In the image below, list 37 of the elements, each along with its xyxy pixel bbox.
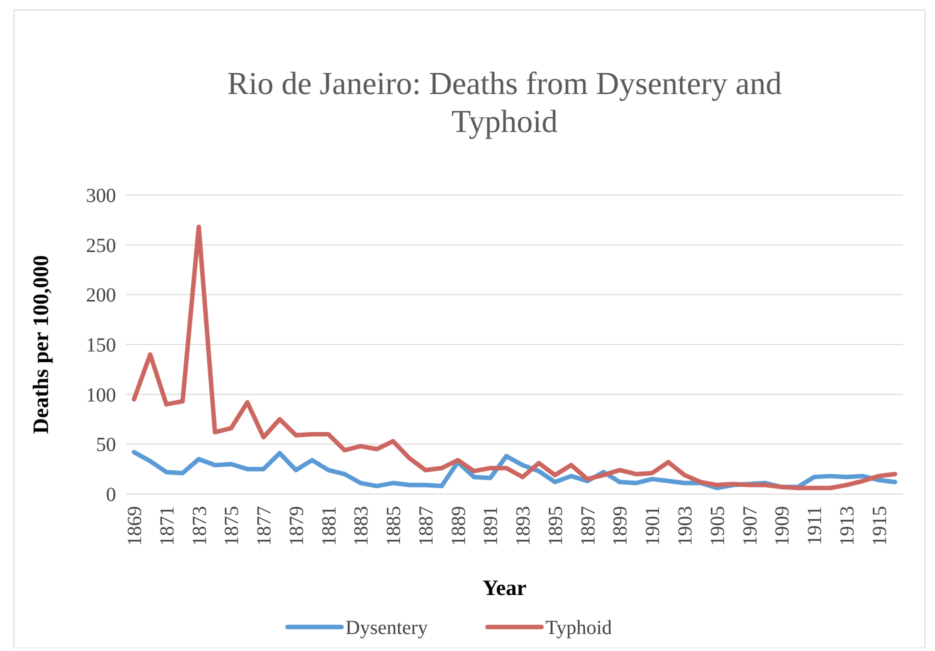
x-tick-label: 1911 — [804, 506, 826, 546]
x-tick-label: 1887 — [415, 506, 438, 546]
x-tick-label: 1891 — [480, 506, 502, 546]
x-tick-label: 1873 — [188, 506, 211, 546]
y-tick-label: 250 — [86, 234, 116, 257]
x-tick-label: 1915 — [868, 506, 891, 546]
x-tick-label: 1869 — [124, 506, 146, 546]
x-tick-label: 1901 — [642, 506, 664, 546]
x-tick-label: 1881 — [318, 506, 340, 546]
y-tick-label: 50 — [96, 434, 116, 456]
x-tick-label: 1889 — [448, 506, 470, 546]
x-tick-label: 1913 — [836, 506, 858, 546]
legend-label: Dysentery — [346, 617, 428, 639]
y-tick-label: 200 — [86, 284, 116, 307]
x-tick-label: 1875 — [221, 506, 244, 546]
x-tick-label: 1893 — [512, 506, 535, 546]
y-axis-title: Deaths per 100,000 — [28, 255, 53, 434]
legend-label: Typhoid — [546, 617, 612, 639]
chart-title: Rio de Janeiro: Deaths from Dysentery and Typhoid — [227, 65, 782, 139]
x-tick-label: 1877 — [254, 506, 276, 546]
x-tick-label: 1885 — [383, 506, 406, 546]
x-tick-label: 1905 — [706, 506, 729, 546]
y-tick-label: 100 — [86, 384, 116, 406]
x-tick-label: 1895 — [544, 506, 567, 546]
x-tick-label: 1871 — [156, 506, 178, 546]
x-axis-title: Year — [482, 575, 527, 600]
line-series — [132, 224, 898, 490]
y-tick-label: 150 — [86, 334, 116, 356]
x-tick-label: 1897 — [577, 506, 600, 546]
y-tick-label: 300 — [86, 185, 116, 207]
x-tick-label: 1879 — [286, 506, 308, 546]
x-tick-label: 1909 — [772, 506, 794, 546]
x-tick-label: 1899 — [610, 506, 632, 546]
x-tick-label: 1907 — [739, 506, 762, 546]
y-tick-label: 0 — [106, 484, 116, 506]
x-tick-label: 1883 — [350, 506, 373, 546]
x-tick-label: 1903 — [674, 506, 697, 546]
